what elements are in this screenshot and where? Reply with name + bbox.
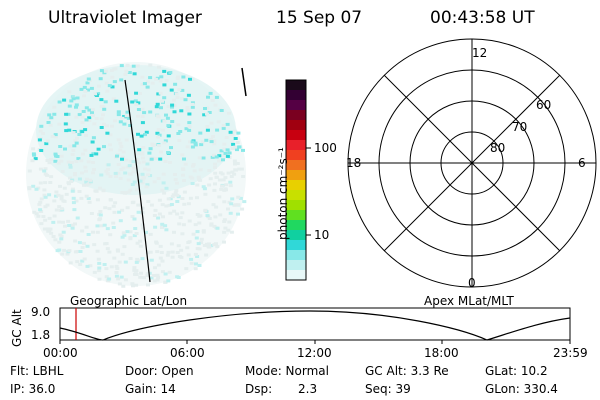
colorbar-tick-label-100: 100 [314, 141, 337, 155]
altitude-ytick-high: 9.0 [31, 305, 51, 319]
colorbar-band [286, 230, 306, 241]
gc-alt-info: GC Alt: 3.3 Re [365, 364, 449, 378]
ip-info: IP: 36.0 [10, 382, 56, 396]
colorbar-band [286, 90, 306, 101]
lat-label-80: 80 [490, 141, 506, 155]
colorbar-band [286, 110, 306, 121]
lat-label-70: 70 [512, 120, 528, 134]
altitude-ylabel: GC Alt [10, 309, 24, 347]
colorbar [286, 80, 306, 281]
time-tick-1: 06:00 [170, 346, 205, 360]
altitude-ytick-low: 1.8 [31, 328, 51, 342]
colorbar-band [286, 240, 306, 251]
colorbar-frame [285, 79, 307, 281]
time-label: 00:43:58 UT [430, 8, 535, 28]
altitude-curve [59, 310, 571, 341]
time-tick-0: 00:00 [43, 346, 78, 360]
apex-label: Apex MLat/MLT [424, 294, 514, 308]
geographic-label: Geographic Lat/Lon [70, 294, 188, 308]
colorbar-band [286, 270, 306, 281]
colorbar-tick-label-10: 10 [314, 228, 330, 242]
colorbar-band [286, 100, 306, 111]
mlt-label-6: 6 [578, 156, 586, 170]
colorbar-band [286, 150, 306, 161]
colorbar-band [286, 130, 306, 141]
colorbar-unit-label: photon cm⁻²s⁻¹ [276, 147, 290, 240]
colorbar-band [286, 220, 306, 231]
colorbar-band [286, 120, 306, 131]
limb-tick [241, 67, 247, 97]
colorbar-band [286, 160, 306, 171]
glat-info: GLat: 10.2 [485, 364, 548, 378]
mlt-label-0: 0 [468, 276, 476, 290]
gain-info: Gain: 14 [125, 382, 176, 396]
mode-info: Mode: Normal [245, 364, 329, 378]
colorbar-band [286, 170, 306, 181]
colorbar-band [286, 140, 306, 151]
terminator-line [124, 79, 151, 283]
polar-plot [347, 38, 597, 288]
dsp-value: 2.3 [298, 382, 318, 396]
time-tick-4: 23:59 [553, 346, 588, 360]
uv-image-disk [26, 62, 247, 288]
door-info: Door: Open [125, 364, 194, 378]
time-tick-3: 18:00 [424, 346, 459, 360]
colorbar-band [286, 200, 306, 211]
aurora-speckles [27, 63, 247, 288]
glon-info: GLon: 330.4 [485, 382, 558, 396]
mlt-label-18: 18 [346, 156, 362, 170]
lat-label-60: 60 [536, 98, 552, 112]
filter-info: Flt: LBHL [10, 364, 64, 378]
colorbar-band [286, 180, 306, 191]
altitude-plot [59, 307, 571, 344]
mlt-label-12: 12 [472, 46, 488, 60]
time-tick-2: 12:00 [297, 346, 332, 360]
colorbar-band [286, 260, 306, 271]
colorbar-band [286, 190, 306, 201]
date-label: 15 Sep 07 [276, 8, 363, 28]
colorbar-band [286, 210, 306, 221]
seq-info: Seq: 39 [365, 382, 411, 396]
dsp-label: Dsp: [245, 382, 273, 396]
colorbar-band [286, 250, 306, 261]
instrument-title: Ultraviolet Imager [48, 8, 202, 28]
colorbar-band [286, 80, 306, 91]
